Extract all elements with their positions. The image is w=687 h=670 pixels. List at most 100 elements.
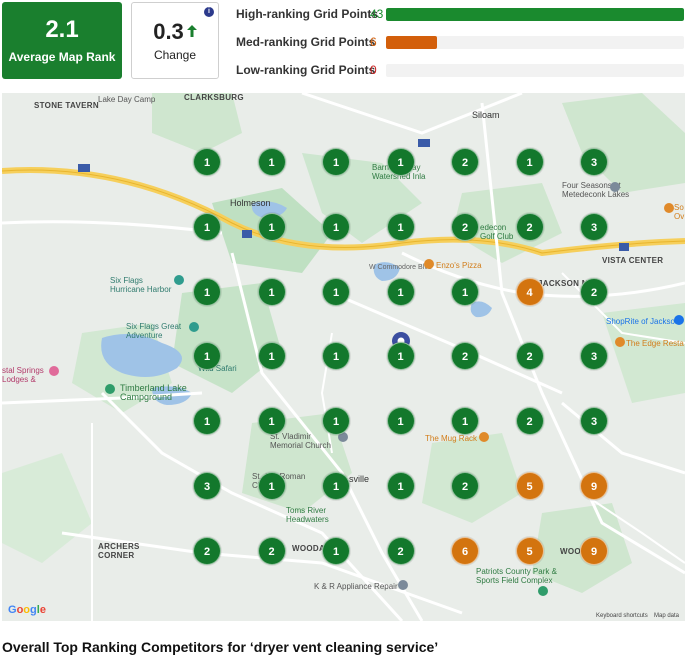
grid-marker-r4-c4[interactable]: 1 — [386, 342, 415, 371]
map-label-holmeson: Holmeson — [230, 198, 271, 208]
grid-marker-r1-c1[interactable]: 1 — [193, 148, 221, 176]
grid-marker-r5-c4[interactable]: 1 — [386, 407, 415, 436]
grid-marker-r3-c1[interactable]: 1 — [193, 277, 221, 306]
grid-marker-r2-c7[interactable]: 3 — [580, 212, 608, 241]
map-label-crystal-springs: stal Springs Lodges & — [2, 366, 44, 384]
grid-marker-r6-c7[interactable]: 9 — [580, 472, 608, 500]
poi-great-adventure-icon[interactable] — [189, 322, 199, 332]
grid-marker-r2-c5[interactable]: 2 — [451, 212, 479, 241]
arrow-up-icon — [186, 24, 197, 40]
grid-marker-r1-c6[interactable]: 1 — [515, 148, 544, 176]
change-card: i 0.3 Change — [131, 2, 219, 79]
grid-marker-r3-c4[interactable]: 1 — [386, 277, 415, 306]
grid-marker-r2-c1[interactable]: 1 — [193, 212, 221, 241]
map-base — [2, 93, 685, 621]
info-icon[interactable]: i — [204, 7, 214, 17]
competitors-heading: Overall Top Ranking Competitors for ‘dry… — [2, 639, 439, 655]
map-label-wood-right: WOOD — [560, 547, 587, 556]
grid-marker-r7-c1[interactable]: 2 — [193, 536, 221, 565]
grid-marker-r7-c4[interactable]: 2 — [386, 536, 415, 565]
map-label-wild-safari: Wild Safari — [198, 364, 237, 373]
map-label-mug-rack: The Mug Rack — [425, 434, 478, 443]
map-label-golf-club: edecon Golf Club — [480, 223, 514, 241]
poi-shoprite-icon[interactable] — [674, 315, 684, 325]
grid-marker-r6-c2[interactable]: 1 — [257, 472, 286, 500]
grid-marker-r5-c6[interactable]: 2 — [515, 407, 544, 436]
grid-marker-r1-c4[interactable]: 1 — [386, 148, 415, 176]
poi-edge-icon[interactable] — [615, 337, 625, 347]
map-label-vista-center: VISTA CENTER — [602, 256, 664, 265]
poi-timberland-icon[interactable] — [105, 384, 115, 394]
grid-marker-r3-c6[interactable]: 4 — [515, 277, 544, 306]
grid-marker-r1-c7[interactable]: 3 — [580, 148, 608, 176]
grid-marker-r3-c2[interactable]: 1 — [257, 277, 286, 306]
grid-marker-r6-c1[interactable]: 3 — [193, 472, 221, 500]
grid-marker-r5-c1[interactable]: 1 — [193, 407, 221, 436]
change-label: Change — [153, 48, 197, 62]
grid-marker-r1-c2[interactable]: 1 — [257, 148, 286, 176]
grid-marker-r6-c4[interactable]: 1 — [386, 472, 415, 500]
map-keyboard-shortcuts[interactable]: Keyboard shortcuts — [596, 613, 648, 619]
average-map-rank-card: 2.1 Average Map Rank — [2, 2, 122, 79]
grid-marker-r2-c2[interactable]: 1 — [257, 212, 286, 241]
poi-st-vladimir-icon[interactable] — [338, 432, 348, 442]
grid-marker-r3-c3[interactable]: 1 — [322, 277, 350, 306]
grid-marker-r4-c7[interactable]: 3 — [580, 342, 608, 371]
grid-marker-r6-c3[interactable]: 1 — [322, 472, 350, 500]
map-label-toms-river: Toms River Headwaters — [286, 506, 329, 524]
bar-track-med — [386, 36, 684, 49]
rank-grid-map[interactable]: STONE TAVERN Lake Day Camp CLARKSBURG Si… — [2, 93, 685, 621]
poi-four-seasons-icon[interactable] — [610, 182, 620, 192]
map-label-patriots-park: Patriots County Park & Sports Field Comp… — [476, 567, 557, 585]
grid-marker-r3-c5[interactable]: 1 — [451, 277, 479, 306]
grid-marker-r3-c7[interactable]: 2 — [580, 277, 608, 306]
grid-marker-r5-c7[interactable]: 3 — [580, 407, 608, 436]
bar-count-high: 43 — [370, 7, 384, 21]
grid-marker-r4-c5[interactable]: 2 — [451, 342, 479, 371]
map-data-attribution[interactable]: Map data — [654, 613, 680, 619]
grid-marker-r5-c3[interactable]: 1 — [322, 407, 350, 436]
map-label-kr-appliance: K & R Appliance Repair — [314, 582, 398, 591]
change-value: 0.3 — [153, 19, 184, 44]
ranking-bars: High-ranking Grid Points 43 Med-ranking … — [236, 3, 686, 87]
grid-marker-r5-c2[interactable]: 1 — [257, 407, 286, 436]
grid-marker-r2-c3[interactable]: 1 — [322, 212, 350, 241]
grid-marker-r6-c5[interactable]: 2 — [451, 472, 479, 500]
grid-marker-r4-c1[interactable]: 1 — [193, 342, 221, 371]
grid-marker-r1-c3[interactable]: 1 — [322, 148, 350, 176]
grid-marker-r7-c6[interactable]: 5 — [515, 536, 544, 565]
poi-hurricane-harbor-icon[interactable] — [174, 275, 184, 285]
bar-count-med: 6 — [370, 35, 377, 49]
poi-mug-rack-icon[interactable] — [479, 432, 489, 442]
poi-crystal-springs-icon[interactable] — [49, 366, 59, 376]
poi-so-ov-icon[interactable] — [664, 203, 674, 213]
map-label-clarksburg: CLARKSBURG — [184, 93, 244, 102]
bar-track-low — [386, 64, 684, 77]
grid-marker-r1-c5[interactable]: 2 — [451, 148, 479, 176]
bar-fill-med — [386, 36, 437, 49]
poi-enzos-icon[interactable] — [424, 259, 434, 269]
bar-track-high — [386, 8, 684, 21]
poi-kr-appliance-icon[interactable] — [398, 580, 408, 590]
map-label-lake-day-camp: Lake Day Camp — [98, 95, 156, 104]
grid-marker-r4-c6[interactable]: 2 — [515, 342, 544, 371]
grid-marker-r7-c2[interactable]: 2 — [257, 536, 286, 565]
grid-marker-r5-c5[interactable]: 1 — [451, 407, 479, 436]
grid-marker-r4-c3[interactable]: 1 — [322, 342, 350, 371]
bar-row-high: High-ranking Grid Points 43 — [236, 3, 686, 31]
map-label-st-vladimir: St. Vladimir Memorial Church — [270, 432, 331, 450]
grid-marker-r7-c7[interactable]: 9 — [580, 536, 608, 565]
grid-marker-r6-c6[interactable]: 5 — [515, 472, 544, 500]
bar-row-low: Low-ranking Grid Points 0 — [236, 59, 686, 87]
map-label-stone-tavern: STONE TAVERN — [34, 101, 99, 110]
poi-patriots-icon[interactable] — [538, 586, 548, 596]
grid-marker-r4-c2[interactable]: 1 — [257, 342, 286, 371]
map-label-timberland: Timberland Lake Campground — [120, 383, 187, 402]
grid-marker-r7-c3[interactable]: 1 — [322, 536, 350, 565]
grid-marker-r2-c4[interactable]: 1 — [386, 212, 415, 241]
map-label-siloam: Siloam — [472, 110, 500, 120]
grid-marker-r7-c5[interactable]: 6 — [451, 536, 479, 565]
map-label-great-adventure: Six Flags Great Adventure — [126, 322, 182, 340]
map-label-commodore: W Commodore Blvd — [369, 264, 432, 271]
grid-marker-r2-c6[interactable]: 2 — [515, 212, 544, 241]
